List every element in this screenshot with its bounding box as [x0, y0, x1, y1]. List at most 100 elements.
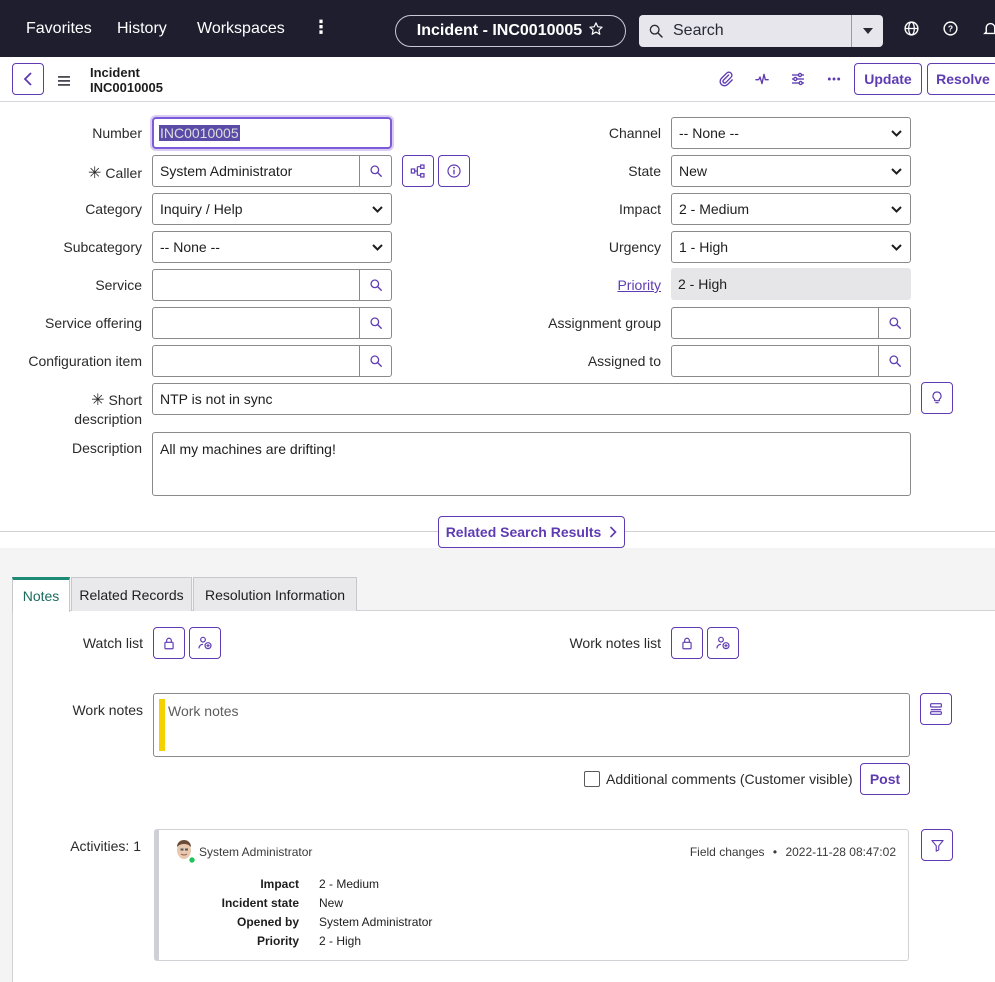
- more-actions-icon[interactable]: [826, 71, 842, 92]
- short-description-label: ✳ Short description: [20, 391, 142, 428]
- assigned-to-input[interactable]: [671, 345, 879, 377]
- work-notes-list-add-button[interactable]: [707, 627, 739, 659]
- service-offering-lookup-button[interactable]: [360, 307, 392, 339]
- assignment-group-label: Assignment group: [548, 315, 661, 331]
- work-notes-indicator-bar: [159, 699, 165, 751]
- activity-row-key: Priority: [256, 934, 299, 948]
- work-notes-textarea[interactable]: Work notes: [153, 693, 910, 757]
- priority-value: 2 - High: [671, 268, 911, 300]
- search-icon: [369, 317, 382, 329]
- configuration-item-lookup-button[interactable]: [360, 345, 392, 377]
- additional-comments-checkbox[interactable]: [584, 771, 600, 787]
- channel-select[interactable]: -- None --: [671, 117, 911, 149]
- record-type: Incident: [90, 65, 140, 80]
- service-lookup-button[interactable]: [360, 269, 392, 301]
- work-notes-list-lock-button[interactable]: [671, 627, 703, 659]
- caller-field: System Administrator: [152, 155, 392, 187]
- assigned-to-lookup-button[interactable]: [879, 345, 911, 377]
- watch-list-add-button[interactable]: [189, 627, 221, 659]
- assignment-group-field: [671, 307, 911, 339]
- lock-icon: [682, 637, 692, 649]
- category-label: Category: [85, 201, 142, 217]
- priority-link[interactable]: Priority: [617, 277, 661, 293]
- configuration-item-input[interactable]: [152, 345, 360, 377]
- search-scope-dropdown[interactable]: [851, 15, 883, 47]
- globe-icon[interactable]: [903, 20, 920, 42]
- state-value: New: [679, 163, 708, 179]
- category-value: Inquiry / Help: [160, 201, 243, 217]
- activity-separator: •: [772, 845, 778, 859]
- related-search-results-label: Related Search Results: [445, 524, 602, 540]
- subcategory-label: Subcategory: [63, 239, 142, 255]
- assignment-group-lookup-button[interactable]: [879, 307, 911, 339]
- chevron-right-icon: [610, 526, 617, 538]
- nav-history[interactable]: History: [117, 20, 167, 37]
- impact-label: Impact: [618, 201, 661, 217]
- record-pill[interactable]: Incident - INC0010005: [395, 15, 626, 47]
- top-nav: Favorites History Workspaces ⋮ Incident …: [0, 0, 995, 57]
- caller-input[interactable]: System Administrator: [152, 155, 360, 187]
- activity-row-value: 2 - Medium: [319, 877, 380, 891]
- nav-favorites[interactable]: Favorites: [26, 20, 92, 37]
- activity-row-key: Incident state: [221, 896, 299, 910]
- record-pill-label: Incident - INC0010005: [416, 22, 583, 39]
- number-input[interactable]: INC0010005: [152, 117, 392, 149]
- resolve-button[interactable]: Resolve: [927, 63, 995, 95]
- caller-lookup-button[interactable]: [360, 155, 392, 187]
- number-value: INC0010005: [159, 125, 240, 141]
- star-icon[interactable]: [588, 21, 604, 42]
- nav-more-icon[interactable]: ⋮: [312, 17, 330, 37]
- update-button[interactable]: Update: [854, 63, 922, 95]
- watch-list-label: Watch list: [82, 635, 143, 651]
- activity-user: System Administrator: [199, 845, 313, 859]
- activity-row-key: Impact: [260, 877, 299, 891]
- watch-list-lock-button[interactable]: [153, 627, 185, 659]
- search-input[interactable]: Search: [673, 22, 724, 39]
- work-notes-toggle-button[interactable]: [920, 693, 952, 725]
- tab-resolution-information[interactable]: Resolution Information: [193, 577, 357, 611]
- number-label: Number: [92, 125, 142, 141]
- state-label: State: [628, 163, 661, 179]
- chevron-left-icon: [23, 72, 32, 86]
- search-icon: [639, 23, 673, 39]
- configuration-item-field: [152, 345, 392, 377]
- back-button[interactable]: [12, 63, 44, 95]
- activity-filter-button[interactable]: [921, 829, 953, 861]
- assigned-to-label: Assigned to: [587, 353, 661, 369]
- suggestion-button[interactable]: [921, 382, 953, 414]
- settings-sliders-icon[interactable]: [790, 71, 806, 92]
- service-offering-label: Service offering: [44, 315, 142, 331]
- category-select[interactable]: Inquiry / Help: [152, 193, 392, 225]
- short-description-input[interactable]: NTP is not in sync: [152, 383, 911, 415]
- nav-workspaces[interactable]: Workspaces: [197, 20, 285, 37]
- state-select[interactable]: New: [671, 155, 911, 187]
- post-button[interactable]: Post: [860, 763, 910, 795]
- service-field: [152, 269, 392, 301]
- related-search-results-button[interactable]: Related Search Results: [438, 516, 625, 548]
- service-offering-input[interactable]: [152, 307, 360, 339]
- attachment-icon[interactable]: [718, 71, 734, 92]
- activity-row-value: New: [319, 896, 344, 910]
- caller-info-button[interactable]: [438, 155, 470, 187]
- assignment-group-input[interactable]: [671, 307, 879, 339]
- impact-select[interactable]: 2 - Medium: [671, 193, 911, 225]
- description-textarea[interactable]: All my machines are drifting!: [152, 432, 911, 496]
- menu-icon[interactable]: [58, 73, 70, 91]
- record-number: INC0010005: [90, 80, 163, 95]
- bell-icon[interactable]: [982, 20, 995, 42]
- tab-related-records[interactable]: Related Records: [71, 577, 192, 611]
- activity-pulse-icon[interactable]: [754, 71, 770, 92]
- subcategory-select[interactable]: -- None --: [152, 231, 392, 263]
- global-search[interactable]: Search: [639, 15, 883, 47]
- add-user-icon: [716, 636, 730, 650]
- filter-icon: [930, 839, 944, 852]
- help-icon[interactable]: ?: [942, 20, 959, 42]
- tab-notes[interactable]: Notes: [12, 577, 70, 612]
- add-user-icon: [198, 636, 212, 650]
- activity-timestamp: 2022-11-28 08:47:02: [785, 845, 896, 859]
- urgency-select[interactable]: 1 - High: [671, 231, 911, 263]
- caller-label: ✳ Caller: [20, 163, 142, 183]
- service-input[interactable]: [152, 269, 360, 301]
- caller-tree-button[interactable]: [402, 155, 434, 187]
- search-icon: [888, 355, 901, 367]
